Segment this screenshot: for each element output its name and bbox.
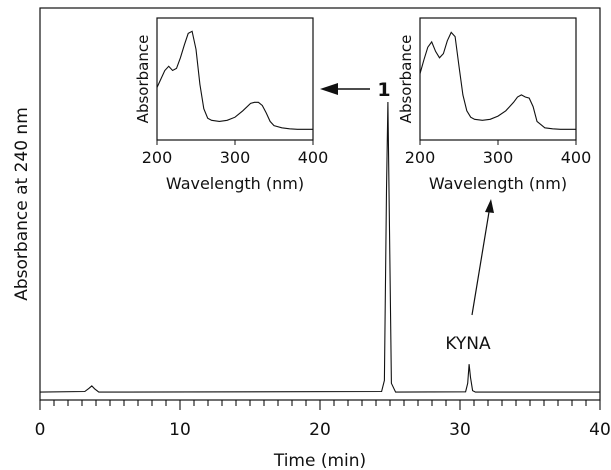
inset-kyna-y-label: Absorbance xyxy=(397,35,415,124)
chromatogram-trace xyxy=(39,101,600,393)
main-x-tick-label: 20 xyxy=(309,420,331,440)
main-x-tick-label: 0 xyxy=(35,420,46,440)
inset-1-x-tick-label: 300 xyxy=(220,148,251,167)
peak-kyna-label: KYNA xyxy=(445,334,491,354)
inset-1-spectrum xyxy=(156,30,313,130)
inset-kyna-x-tick-label: 400 xyxy=(561,148,592,167)
arrow-to-inset-1 xyxy=(320,83,370,95)
inset-1-x-tick-label: 400 xyxy=(298,148,329,167)
arrow-to-inset-kyna xyxy=(471,199,494,316)
inset-1-x-label: Wavelength (nm) xyxy=(166,174,304,193)
main-x-tick-label: 40 xyxy=(589,420,611,440)
inset-kyna-x-ticks: 200 300 400 xyxy=(405,140,592,167)
inset-kyna-x-tick-label: 300 xyxy=(483,148,514,167)
inset-1-frame xyxy=(156,17,314,141)
inset-1-y-label: Absorbance xyxy=(134,35,152,124)
y-axis-label: Absorbance at 240 nm xyxy=(12,107,32,301)
inset-kyna-x-label: Wavelength (nm) xyxy=(429,174,567,193)
inset-kyna-frame xyxy=(419,17,577,141)
x-axis-label: Time (min) xyxy=(273,451,366,470)
main-x-ticks: 0 10 20 30 40 xyxy=(35,400,611,440)
main-x-tick-label: 10 xyxy=(169,420,191,440)
inset-1-x-tick-label: 200 xyxy=(142,148,173,167)
inset-kyna-x-tick-label: 200 xyxy=(405,148,436,167)
main-x-tick-label: 30 xyxy=(449,420,471,440)
main-plot: 0 10 20 30 40 Time (min) Absorbance at 240 n… xyxy=(12,7,611,470)
inset-kyna-spectrum xyxy=(419,31,576,130)
inset-kyna: 200 300 400 Wavelength (nm) Absorbance xyxy=(397,17,592,193)
inset-1: 200 300 400 Wavelength (nm) Absorbance xyxy=(134,17,329,193)
peak-1-label: 1 xyxy=(377,79,390,101)
inset-1-x-ticks: 200 300 400 xyxy=(142,140,329,167)
